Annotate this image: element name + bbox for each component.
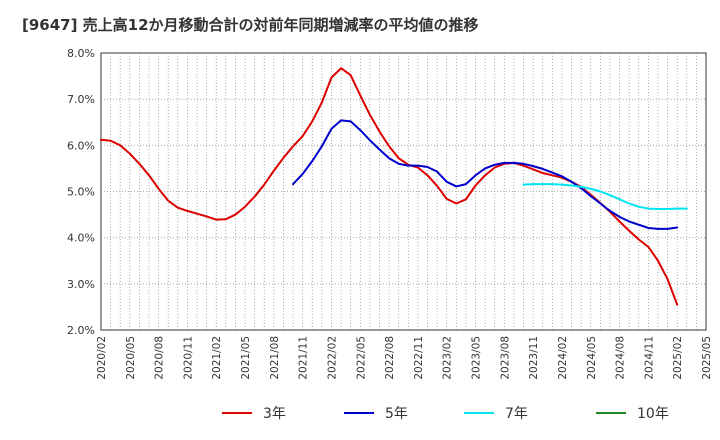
grid <box>101 53 706 330</box>
x-tick-label: 2024/02 <box>557 336 569 380</box>
x-tick-label: 2022/05 <box>355 336 367 380</box>
x-tick-label: 2020/05 <box>125 336 137 380</box>
x-tick-label: 2020/11 <box>182 336 194 380</box>
chart-title: [9647] 売上高12か月移動合計の対前年同期増減率の平均値の推移 <box>22 16 479 34</box>
legend-label: 10年 <box>637 406 669 422</box>
x-tick-label: 2025/02 <box>672 336 684 380</box>
y-axis: 2.0% 3.0% 4.0% 5.0% 6.0% 7.0% 8.0% <box>67 47 95 337</box>
y-tick-label: 8.0% <box>67 47 95 60</box>
y-tick-label: 2.0% <box>67 324 95 337</box>
y-tick-label: 5.0% <box>67 186 95 199</box>
y-tick-label: 7.0% <box>67 93 95 106</box>
x-tick-label: 2022/02 <box>326 336 338 380</box>
series-layer <box>100 67 688 306</box>
x-tick-label: 2023/02 <box>442 336 454 380</box>
y-tick-label: 3.0% <box>67 278 95 291</box>
x-tick-label: 2021/11 <box>298 336 310 380</box>
legend: 3年 5年 7年 10年 <box>222 406 669 422</box>
legend-label: 7年 <box>505 406 528 422</box>
x-tick-label: 2022/08 <box>384 336 396 380</box>
x-axis: 2020/02 2020/05 2020/08 2020/11 2021/02 2021/… <box>96 336 713 380</box>
x-tick-label: 2020/08 <box>154 336 166 380</box>
x-tick-label: 2024/05 <box>586 336 598 380</box>
series-line-7年 <box>522 183 688 211</box>
y-tick-label: 6.0% <box>67 139 95 152</box>
y-tick-label: 4.0% <box>67 232 95 245</box>
x-tick-label: 2023/11 <box>528 336 540 380</box>
x-tick-label: 2021/02 <box>211 336 223 380</box>
x-tick-label: 2021/08 <box>269 336 281 380</box>
x-tick-label: 2024/08 <box>615 336 627 380</box>
x-tick-label: 2024/11 <box>643 336 655 380</box>
x-tick-label: 2025/05 <box>701 336 713 380</box>
x-tick-label: 2023/08 <box>499 336 511 380</box>
x-tick-label: 2021/05 <box>240 336 252 380</box>
x-tick-label: 2023/05 <box>471 336 483 380</box>
legend-label: 3年 <box>263 406 286 422</box>
plot-frame <box>100 52 707 331</box>
legend-label: 5年 <box>385 406 408 422</box>
x-tick-label: 2020/02 <box>96 336 108 380</box>
series-line-5年 <box>292 119 679 230</box>
x-tick-label: 2022/11 <box>413 336 425 380</box>
